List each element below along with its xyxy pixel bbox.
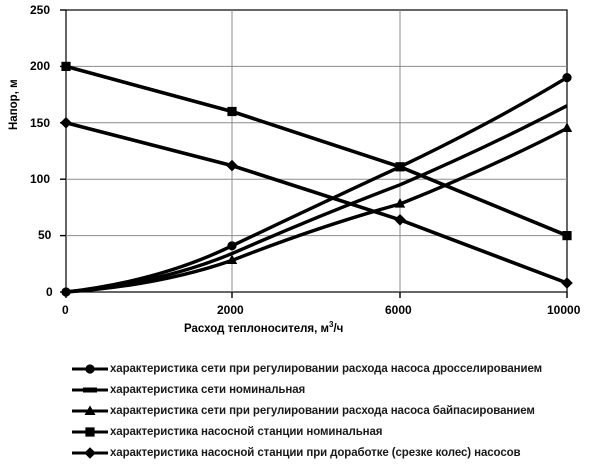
chart-legend: характеристика сети при регулировании ра… bbox=[70, 358, 590, 463]
legend-label: характеристика сети при регулировании ра… bbox=[110, 404, 535, 417]
x-tick-label-0: 0 bbox=[62, 303, 69, 317]
y-tick-label-200: 200 bbox=[30, 59, 51, 73]
y-tick-label-100: 100 bbox=[30, 172, 51, 186]
y-tick-label-0: 0 bbox=[46, 285, 53, 299]
x-axis-title-tail: /ч bbox=[333, 322, 344, 335]
data-point-square bbox=[61, 61, 71, 71]
legend-marker-square-icon bbox=[70, 425, 110, 439]
data-point-diamond bbox=[561, 277, 573, 289]
legend-marker-line-icon bbox=[70, 383, 110, 397]
legend-item[interactable]: характеристика сети при регулировании ра… bbox=[70, 400, 590, 421]
legend-item[interactable]: характеристика насосной станции при дора… bbox=[70, 442, 590, 463]
data-point-square bbox=[227, 106, 237, 117]
legend-item[interactable]: характеристика сети номинальная bbox=[70, 379, 590, 400]
legend-key-svg bbox=[72, 363, 108, 374]
data-point-square bbox=[395, 162, 405, 172]
legend-key-svg bbox=[72, 387, 108, 392]
legend-label: характеристика насосной станции при дора… bbox=[110, 446, 521, 459]
x-tick-label-2000: 2000 bbox=[217, 303, 244, 317]
y-tick-label-150: 150 bbox=[30, 116, 51, 130]
data-point-triangle bbox=[561, 122, 573, 132]
series-network-nominal bbox=[65, 104, 568, 294]
legend-item[interactable]: характеристика сети при регулировании ра… bbox=[70, 358, 590, 379]
legend-marker-diamond-icon bbox=[70, 446, 110, 460]
x-axis-title-superscript: 3 bbox=[329, 320, 334, 329]
legend-item[interactable]: характеристика насосной станции номиналь… bbox=[70, 421, 590, 442]
grid-horizontal bbox=[66, 65, 567, 237]
x-tick-label-10000: 10000 bbox=[547, 303, 581, 317]
legend-marker-triangle-icon bbox=[70, 404, 110, 418]
data-point-diamond bbox=[226, 159, 238, 172]
legend-label: характеристика сети при регулировании ра… bbox=[110, 362, 543, 375]
x-axis-title-main: Расход теплоносителя, м bbox=[184, 322, 330, 335]
y-tick-label-250: 250 bbox=[30, 3, 51, 17]
series-pump-nominal bbox=[61, 61, 572, 241]
data-point-triangle bbox=[394, 198, 406, 208]
y-tick-label-50: 50 bbox=[38, 228, 52, 242]
y-axis-ticks bbox=[60, 9, 66, 293]
series-network-bypass bbox=[65, 122, 573, 294]
legend-key-svg bbox=[72, 405, 108, 415]
data-point-circle bbox=[227, 241, 237, 251]
y-axis-title: Напор, м bbox=[8, 79, 20, 130]
data-point-diamond bbox=[394, 214, 406, 226]
legend-key-svg bbox=[72, 446, 108, 459]
legend-label: характеристика сети номинальная bbox=[110, 383, 306, 396]
legend-key-svg bbox=[72, 426, 108, 437]
plot-frame bbox=[65, 9, 568, 293]
x-axis-title: Расход теплоносителя, м3/ч bbox=[184, 320, 343, 335]
series-pump-trimmed bbox=[60, 117, 573, 289]
data-point-circle bbox=[562, 73, 572, 83]
data-point-triangle bbox=[226, 254, 238, 264]
data-point-square bbox=[562, 231, 572, 241]
data-point-diamond bbox=[60, 117, 72, 129]
legend-label: характеристика насосной станции номиналь… bbox=[110, 425, 383, 438]
x-tick-label-6000: 6000 bbox=[385, 303, 412, 317]
legend-marker-circle-icon bbox=[70, 362, 110, 376]
x-axis-ticks bbox=[65, 292, 568, 298]
